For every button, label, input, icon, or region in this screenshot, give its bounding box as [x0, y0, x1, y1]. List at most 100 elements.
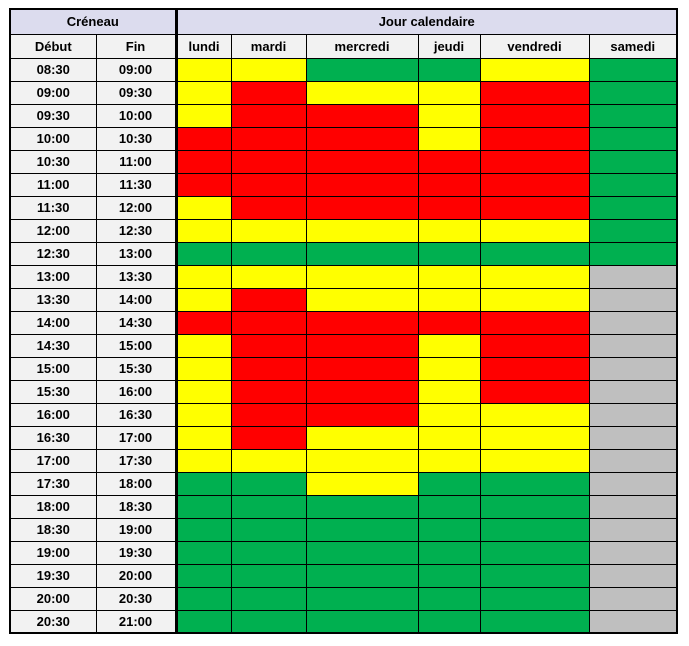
slot-cell-lundi[interactable]: [174, 80, 232, 105]
slot-cell-samedi[interactable]: [588, 517, 678, 542]
slot-cell-samedi[interactable]: [588, 494, 678, 519]
slot-cell-lundi[interactable]: [174, 287, 232, 312]
slot-cell-samedi[interactable]: [588, 264, 678, 289]
slot-cell-lundi[interactable]: [174, 126, 232, 151]
slot-cell-lundi[interactable]: [174, 448, 232, 473]
slot-cell-mardi[interactable]: [230, 172, 307, 197]
slot-cell-mercredi[interactable]: [305, 57, 419, 82]
slot-cell-vendredi[interactable]: [479, 103, 590, 128]
slot-cell-mercredi[interactable]: [305, 448, 419, 473]
slot-cell-lundi[interactable]: [174, 264, 232, 289]
slot-cell-mercredi[interactable]: [305, 149, 419, 174]
slot-cell-vendredi[interactable]: [479, 264, 590, 289]
slot-cell-samedi[interactable]: [588, 540, 678, 565]
slot-cell-mardi[interactable]: [230, 563, 307, 588]
slot-cell-mardi[interactable]: [230, 195, 307, 220]
slot-cell-mardi[interactable]: [230, 57, 307, 82]
slot-cell-jeudi[interactable]: [417, 80, 481, 105]
slot-cell-jeudi[interactable]: [417, 563, 481, 588]
slot-cell-mercredi[interactable]: [305, 586, 419, 611]
slot-cell-lundi[interactable]: [174, 609, 232, 634]
slot-cell-vendredi[interactable]: [479, 333, 590, 358]
slot-cell-vendredi[interactable]: [479, 241, 590, 266]
slot-cell-vendredi[interactable]: [479, 494, 590, 519]
slot-cell-jeudi[interactable]: [417, 310, 481, 335]
slot-cell-mercredi[interactable]: [305, 540, 419, 565]
slot-cell-mercredi[interactable]: [305, 80, 419, 105]
slot-cell-lundi[interactable]: [174, 425, 232, 450]
slot-cell-lundi[interactable]: [174, 241, 232, 266]
slot-cell-mercredi[interactable]: [305, 241, 419, 266]
slot-cell-samedi[interactable]: [588, 402, 678, 427]
slot-cell-samedi[interactable]: [588, 126, 678, 151]
slot-cell-samedi[interactable]: [588, 149, 678, 174]
slot-cell-mardi[interactable]: [230, 264, 307, 289]
slot-cell-mardi[interactable]: [230, 356, 307, 381]
slot-cell-jeudi[interactable]: [417, 195, 481, 220]
slot-cell-vendredi[interactable]: [479, 356, 590, 381]
slot-cell-samedi[interactable]: [588, 195, 678, 220]
slot-cell-mercredi[interactable]: [305, 609, 419, 634]
slot-cell-mercredi[interactable]: [305, 172, 419, 197]
slot-cell-jeudi[interactable]: [417, 586, 481, 611]
slot-cell-vendredi[interactable]: [479, 379, 590, 404]
slot-cell-mercredi[interactable]: [305, 310, 419, 335]
slot-cell-mercredi[interactable]: [305, 126, 419, 151]
slot-cell-samedi[interactable]: [588, 103, 678, 128]
slot-cell-lundi[interactable]: [174, 494, 232, 519]
slot-cell-samedi[interactable]: [588, 287, 678, 312]
slot-cell-mardi[interactable]: [230, 103, 307, 128]
slot-cell-mardi[interactable]: [230, 517, 307, 542]
slot-cell-samedi[interactable]: [588, 356, 678, 381]
slot-cell-mercredi[interactable]: [305, 517, 419, 542]
slot-cell-vendredi[interactable]: [479, 609, 590, 634]
slot-cell-mardi[interactable]: [230, 494, 307, 519]
slot-cell-jeudi[interactable]: [417, 333, 481, 358]
slot-cell-vendredi[interactable]: [479, 402, 590, 427]
slot-cell-lundi[interactable]: [174, 586, 232, 611]
slot-cell-jeudi[interactable]: [417, 241, 481, 266]
slot-cell-mercredi[interactable]: [305, 103, 419, 128]
slot-cell-vendredi[interactable]: [479, 218, 590, 243]
slot-cell-mardi[interactable]: [230, 402, 307, 427]
slot-cell-mardi[interactable]: [230, 149, 307, 174]
slot-cell-samedi[interactable]: [588, 425, 678, 450]
slot-cell-mercredi[interactable]: [305, 563, 419, 588]
slot-cell-mardi[interactable]: [230, 310, 307, 335]
slot-cell-samedi[interactable]: [588, 563, 678, 588]
slot-cell-mardi[interactable]: [230, 448, 307, 473]
slot-cell-vendredi[interactable]: [479, 310, 590, 335]
slot-cell-jeudi[interactable]: [417, 471, 481, 496]
slot-cell-samedi[interactable]: [588, 310, 678, 335]
slot-cell-samedi[interactable]: [588, 333, 678, 358]
slot-cell-mercredi[interactable]: [305, 264, 419, 289]
slot-cell-samedi[interactable]: [588, 586, 678, 611]
slot-cell-mercredi[interactable]: [305, 379, 419, 404]
slot-cell-lundi[interactable]: [174, 333, 232, 358]
slot-cell-lundi[interactable]: [174, 379, 232, 404]
slot-cell-mercredi[interactable]: [305, 195, 419, 220]
slot-cell-lundi[interactable]: [174, 471, 232, 496]
slot-cell-jeudi[interactable]: [417, 172, 481, 197]
slot-cell-vendredi[interactable]: [479, 448, 590, 473]
slot-cell-samedi[interactable]: [588, 609, 678, 634]
slot-cell-jeudi[interactable]: [417, 126, 481, 151]
slot-cell-vendredi[interactable]: [479, 563, 590, 588]
slot-cell-jeudi[interactable]: [417, 448, 481, 473]
slot-cell-vendredi[interactable]: [479, 425, 590, 450]
slot-cell-mercredi[interactable]: [305, 402, 419, 427]
slot-cell-jeudi[interactable]: [417, 218, 481, 243]
slot-cell-mercredi[interactable]: [305, 218, 419, 243]
slot-cell-samedi[interactable]: [588, 448, 678, 473]
slot-cell-samedi[interactable]: [588, 57, 678, 82]
slot-cell-vendredi[interactable]: [479, 57, 590, 82]
slot-cell-samedi[interactable]: [588, 80, 678, 105]
slot-cell-samedi[interactable]: [588, 379, 678, 404]
slot-cell-mardi[interactable]: [230, 609, 307, 634]
slot-cell-mardi[interactable]: [230, 586, 307, 611]
slot-cell-mardi[interactable]: [230, 471, 307, 496]
slot-cell-mardi[interactable]: [230, 218, 307, 243]
slot-cell-lundi[interactable]: [174, 149, 232, 174]
slot-cell-jeudi[interactable]: [417, 540, 481, 565]
slot-cell-mardi[interactable]: [230, 379, 307, 404]
